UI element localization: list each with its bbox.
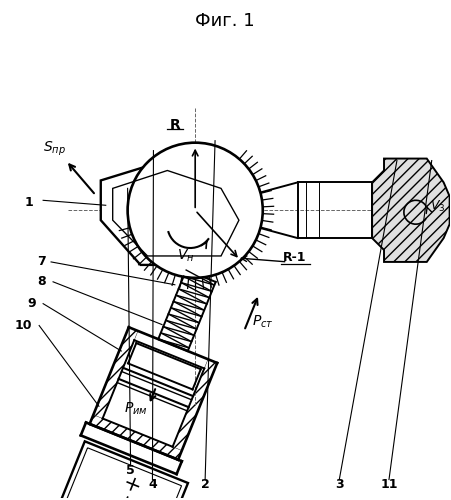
Circle shape <box>128 142 263 278</box>
Polygon shape <box>90 327 138 428</box>
Text: $P_{ст}$: $P_{ст}$ <box>252 314 274 330</box>
Polygon shape <box>101 160 250 265</box>
Text: $P_{им}$: $P_{им}$ <box>124 401 147 417</box>
Text: 1: 1 <box>25 196 33 209</box>
Polygon shape <box>55 442 188 500</box>
Text: 11: 11 <box>380 478 398 491</box>
Text: $S_{пр}$: $S_{пр}$ <box>42 140 65 158</box>
Text: 3: 3 <box>335 478 344 491</box>
Polygon shape <box>372 158 450 262</box>
Text: R: R <box>170 118 181 132</box>
Text: R-1: R-1 <box>283 252 306 264</box>
Text: 2: 2 <box>201 478 210 491</box>
Text: $V_н$: $V_н$ <box>177 248 195 264</box>
Text: $V_3$: $V_3$ <box>430 199 445 214</box>
Text: 5: 5 <box>126 464 135 477</box>
Text: 8: 8 <box>37 276 46 288</box>
Text: Фиг. 1: Фиг. 1 <box>195 12 255 30</box>
Text: 7: 7 <box>37 256 46 268</box>
Text: 10: 10 <box>14 319 32 332</box>
Polygon shape <box>90 415 182 460</box>
Text: 4: 4 <box>148 478 157 491</box>
Polygon shape <box>169 359 217 460</box>
Text: 9: 9 <box>27 297 36 310</box>
